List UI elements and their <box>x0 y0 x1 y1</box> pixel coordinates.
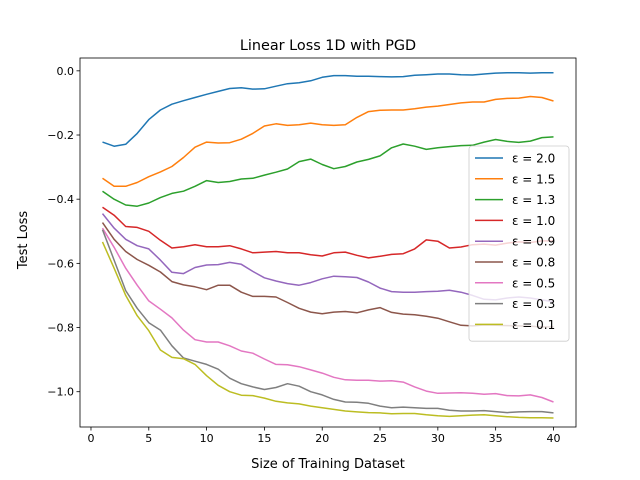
y-tick-label: −0.4 <box>47 193 74 206</box>
x-tick-label: 0 <box>87 432 94 445</box>
y-tick-label: −0.8 <box>47 322 74 335</box>
x-tick-label: 30 <box>431 432 445 445</box>
legend-label: ε = 0.8 <box>512 256 555 270</box>
x-tick-label: 20 <box>315 432 329 445</box>
legend-label: ε = 1.3 <box>512 193 555 207</box>
y-tick-label: −1.0 <box>47 386 74 399</box>
y-tick-label: 0.0 <box>57 65 75 78</box>
chart-title: Linear Loss 1D with PGD <box>240 38 416 54</box>
legend-label: ε = 2.0 <box>512 152 555 166</box>
series-line-0 <box>102 72 554 147</box>
plot-area: 0 5 10 15 20 25 30 35 40 0.0 −0.2 −0.4 −0.6 −0.8 −1.0 <box>47 57 577 445</box>
legend: ε = 2.0 ε = 1.5 ε = 1.3 ε = 1.0 ε = 0.9 ε = 0… <box>468 145 570 342</box>
legend-box <box>468 145 570 342</box>
legend-label: ε = 0.1 <box>512 318 555 332</box>
x-axis-label: Size of Training Dataset <box>251 457 405 472</box>
axes-frame <box>79 57 577 428</box>
x-tick-label: 5 <box>145 432 152 445</box>
legend-label: ε = 0.5 <box>512 276 555 290</box>
x-tick-label: 10 <box>200 432 214 445</box>
x-tick-label: 25 <box>373 432 387 445</box>
series-line-2 <box>102 136 554 207</box>
x-tick-label: 15 <box>257 432 271 445</box>
y-tick-label: −0.2 <box>47 129 74 142</box>
series-line-7 <box>101 229 554 414</box>
series-line-1 <box>102 95 554 188</box>
x-tick-label: 35 <box>489 432 503 445</box>
legend-label: ε = 1.0 <box>512 214 555 228</box>
series-line-8 <box>101 241 554 419</box>
legend-label: ε = 0.9 <box>512 235 555 249</box>
series-line-6 <box>101 227 554 403</box>
y-axis-label: Test Loss <box>16 211 31 270</box>
legend-label: ε = 1.5 <box>512 172 555 186</box>
legend-label: ε = 0.3 <box>512 297 555 311</box>
y-tick-label: −0.6 <box>47 257 74 270</box>
x-tick-label: 40 <box>546 432 560 445</box>
